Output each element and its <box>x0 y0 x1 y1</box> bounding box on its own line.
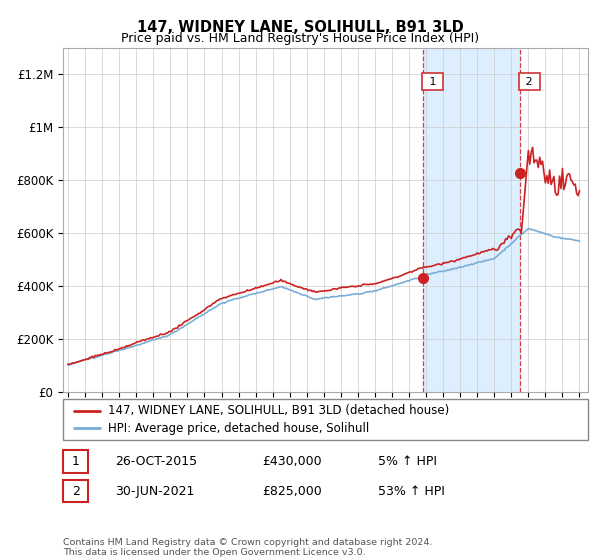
FancyBboxPatch shape <box>63 480 88 502</box>
FancyBboxPatch shape <box>63 399 588 440</box>
FancyBboxPatch shape <box>63 450 88 473</box>
Text: 26-OCT-2015: 26-OCT-2015 <box>115 455 197 468</box>
Text: 1: 1 <box>425 77 440 87</box>
Text: HPI: Average price, detached house, Solihull: HPI: Average price, detached house, Soli… <box>107 422 369 435</box>
Text: Contains HM Land Registry data © Crown copyright and database right 2024.
This d: Contains HM Land Registry data © Crown c… <box>63 538 433 557</box>
Text: Price paid vs. HM Land Registry's House Price Index (HPI): Price paid vs. HM Land Registry's House … <box>121 32 479 45</box>
Text: 2: 2 <box>71 484 80 498</box>
Text: 53% ↑ HPI: 53% ↑ HPI <box>378 484 445 498</box>
Text: £825,000: £825,000 <box>263 484 322 498</box>
Text: 147, WIDNEY LANE, SOLIHULL, B91 3LD: 147, WIDNEY LANE, SOLIHULL, B91 3LD <box>137 20 463 35</box>
Text: 30-JUN-2021: 30-JUN-2021 <box>115 484 195 498</box>
Text: 5% ↑ HPI: 5% ↑ HPI <box>378 455 437 468</box>
Text: 1: 1 <box>71 455 80 468</box>
Text: 147, WIDNEY LANE, SOLIHULL, B91 3LD (detached house): 147, WIDNEY LANE, SOLIHULL, B91 3LD (det… <box>107 404 449 417</box>
Bar <box>423 48 520 392</box>
Text: £430,000: £430,000 <box>263 455 322 468</box>
Text: 2: 2 <box>523 77 536 87</box>
